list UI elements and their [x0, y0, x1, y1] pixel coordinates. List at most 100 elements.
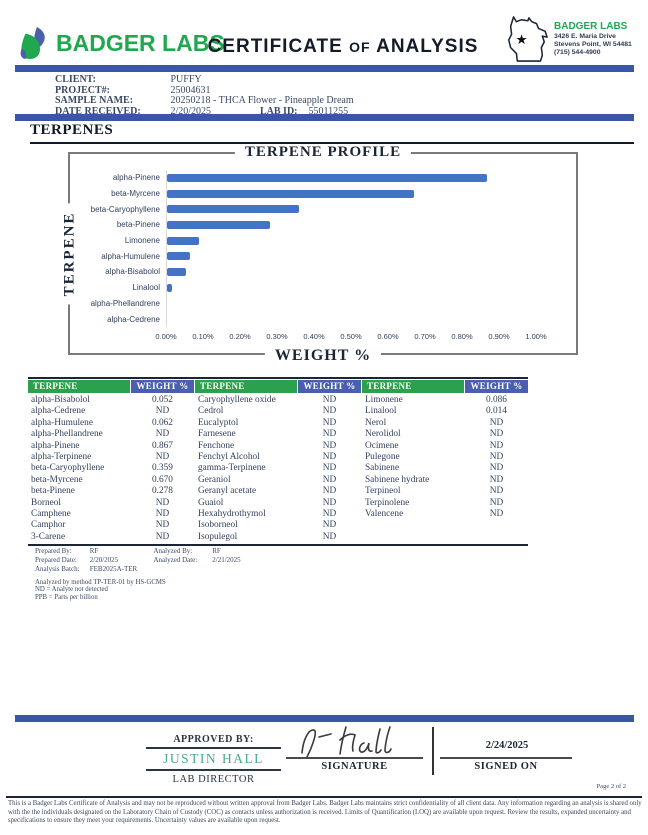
analyte-value: ND: [489, 474, 504, 485]
terpene-results-table: TERPENE WEIGHT % TERPENE WEIGHT % TERPENE WEI…: [28, 377, 528, 547]
date-received-value: 2/20/2025: [170, 105, 212, 117]
chart-category-label: beta-Myrcene: [111, 189, 160, 199]
chart-x-ticks: 0.00% 0.10% 0.20% 0.30% 0.40% 0.50% 0.60% 0.70%…: [155, 332, 546, 344]
analysis-notes: Prepared By: RF Analyzed By: RF Prepared…: [35, 547, 241, 602]
chart-x-tick-label: 0.20%: [229, 332, 251, 341]
analyte-value: ND: [489, 451, 504, 462]
analyte-name: Ocimene: [365, 440, 399, 451]
analyte-name: alpha-Phellandrene: [31, 429, 103, 440]
table-row: 3-Carene ND Isopulegol ND: [28, 532, 528, 543]
chart-row: beta-Caryophyllene: [84, 201, 536, 218]
chart-rows: alpha-Pinene beta-Myrcene beta-Caryophylle…: [84, 170, 536, 327]
analyte-value: ND: [322, 497, 337, 508]
chart-bar-track: [166, 295, 536, 312]
analyte-value: 0.086: [486, 395, 507, 405]
table-header-weight: WEIGHT %: [298, 380, 361, 393]
analyte-value: 0.359: [152, 463, 173, 474]
chart-category-label: alpha-Humulene: [101, 251, 160, 261]
analyte-name: Nerolidol: [365, 429, 401, 440]
map-star-icon: ★: [515, 32, 527, 47]
analyte-value: ND: [489, 463, 504, 474]
approved-by-label: APPROVED BY:: [146, 734, 281, 749]
chart-row: Limonene: [84, 232, 536, 249]
terpene-profile-chart: TERPENE PROFILE TERPENE WEIGHT % alpha-P…: [61, 144, 578, 365]
analyte-name: Farnesene: [198, 429, 236, 440]
analyte-value: [465, 532, 528, 543]
client-row: CLIENT: PUFFY: [55, 74, 354, 86]
analyte-name: Isopulegol: [198, 531, 238, 542]
table-row: Camphene ND Hexahydrothymol ND Valencene ND: [28, 509, 528, 520]
chart-bar: [167, 252, 190, 261]
analyte-value: 0.014: [486, 406, 507, 417]
analyte-name: Fenchone: [198, 440, 235, 451]
analyte-value: ND: [155, 508, 170, 519]
analyte-name: [362, 532, 464, 543]
analyzed-by-value: RF: [212, 547, 221, 555]
analyte-name: Limonene: [365, 395, 403, 405]
approver-name: JUSTIN HALL: [146, 749, 281, 771]
analyte-name: Isoborneol: [198, 520, 238, 531]
analyte-name: alpha-Bisabolol: [31, 395, 90, 405]
prepared-by-value: RF: [89, 547, 99, 555]
analyte-name: alpha-Humulene: [31, 417, 93, 428]
chart-category-label: Linalool: [132, 283, 160, 293]
chart-category-label: Limonene: [124, 236, 160, 246]
page-number: Page 2 of 2: [596, 783, 626, 790]
chart-x-tick-label: 0.80%: [451, 332, 473, 341]
analyte-value: ND: [155, 520, 170, 531]
table-header-terpene: TERPENE: [28, 380, 130, 393]
analyte-name: Pulegone: [365, 451, 400, 462]
divider-bar-footer: [15, 715, 634, 722]
analyte-name: Hexahydrothymol: [198, 508, 266, 519]
prepared-by-label: Prepared By:: [35, 547, 72, 555]
analyte-value: ND: [155, 497, 170, 508]
analyte-value: ND: [155, 429, 170, 440]
table-row: alpha-Phellandrene ND Farnesene ND Nerolidol…: [28, 429, 528, 440]
terpene-table-header: TERPENE WEIGHT % TERPENE WEIGHT % TERPENE WEI…: [28, 380, 528, 393]
table-row: beta-Caryophyllene 0.359 gamma-Terpinene ND…: [28, 463, 528, 474]
analyte-name: Camphor: [31, 520, 66, 531]
divider-bar-top: [15, 65, 634, 72]
chart-category-label: alpha-Bisabolol: [105, 267, 160, 277]
analyte-name: Terpinolene: [365, 497, 410, 508]
analyte-name: alpha-Pinene: [31, 440, 80, 451]
notes-row: Analysis Batch: FEB2025A-TER: [35, 565, 241, 574]
analyte-value: ND: [489, 508, 504, 519]
date-received-row: DATE RECEIVED: 2/20/2025 LAB ID: 5501125…: [55, 105, 354, 118]
project-label: PROJECT#:: [55, 84, 110, 96]
chart-bar: [167, 173, 487, 182]
table-header-terpene: TERPENE: [195, 380, 297, 393]
chart-x-tick-label: 0.90%: [488, 332, 510, 341]
analyte-value: 0.052: [152, 395, 173, 405]
table-header-weight: WEIGHT %: [131, 380, 194, 393]
chart-x-tick-label: 0.70%: [414, 332, 436, 341]
analyzed-date-value: 2/21/2025: [212, 556, 241, 565]
table-row: beta-Pinene 0.278 Geranyl acetate ND Terpine…: [28, 486, 528, 497]
chart-row: alpha-Cedrene: [84, 311, 536, 327]
signature-line: [286, 757, 423, 759]
chart-bar: [167, 236, 199, 245]
prepared-date-value: 2/20/2025: [89, 556, 119, 565]
sample-name-label: SAMPLE NAME:: [55, 95, 134, 107]
analyte-name: Caryophyllene oxide: [198, 395, 276, 405]
signature-label: SIGNATURE: [321, 761, 388, 772]
analyte-value: ND: [155, 451, 170, 462]
document-title: CERTIFICATE OF ANALYSIS: [188, 36, 498, 58]
analyte-value: ND: [155, 406, 170, 417]
analyte-value: 0.867: [152, 440, 173, 451]
chart-row: alpha-Humulene: [84, 248, 536, 265]
analyte-value: ND: [322, 486, 337, 497]
badger-labs-logo: BADGER LABS: [18, 25, 225, 61]
analyte-name: Sabinene: [365, 463, 400, 474]
analyte-value: ND: [322, 520, 337, 531]
analyte-name: alpha-Cedrene: [31, 406, 86, 417]
analyte-name: beta-Pinene: [31, 486, 75, 497]
table-row: alpha-Cedrene ND Cedrol ND Linalool 0.014: [28, 406, 528, 417]
analyte-value: ND: [489, 497, 504, 508]
chart-row: beta-Myrcene: [84, 185, 536, 202]
analyte-value: ND: [322, 508, 337, 519]
chart-bar: [167, 283, 173, 292]
table-row: beta-Myrcene 0.670 Geraniol ND Sabinene hydr…: [28, 475, 528, 486]
analysis-batch-label: Analysis Batch:: [35, 565, 80, 574]
